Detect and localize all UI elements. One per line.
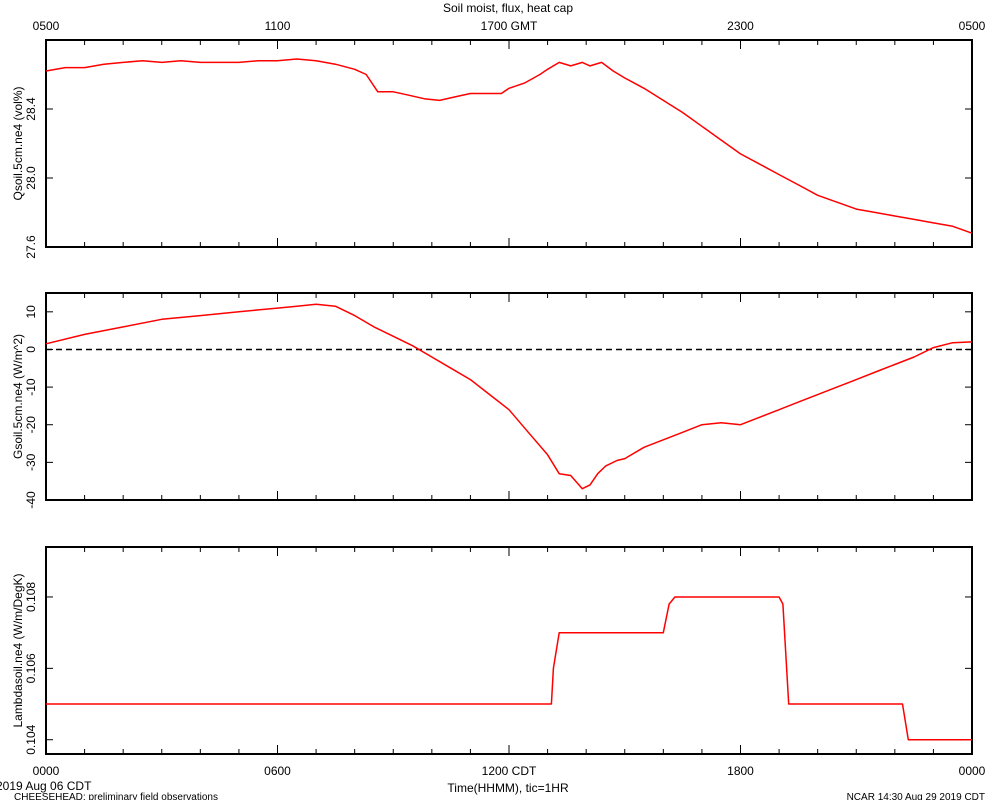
bottom-axis-tick-label: 0600 — [264, 764, 291, 778]
y-tick-label: 0.104 — [24, 724, 38, 754]
y-tick-label: -10 — [24, 378, 38, 396]
top-axis-tick-label: 0500 — [959, 19, 986, 33]
data-series-line — [46, 596, 972, 741]
y-tick-label: 28.4 — [24, 97, 38, 121]
top-axis-tick-label: 2300 — [727, 19, 754, 33]
panel-frame — [45, 292, 973, 501]
y-tick-label: -40 — [24, 491, 38, 509]
y-axis-label: Qsoil.5cm.ne4 (vol%) — [11, 86, 25, 200]
top-axis-tick-label: 0500 — [33, 19, 60, 33]
bottom-axis-tick-label: 0000 — [33, 764, 60, 778]
chart-title: Soil moist, flux, heat cap — [443, 1, 573, 15]
panel-frame — [45, 39, 973, 248]
bottom-axis-tick-label: 1200 CDT — [482, 764, 537, 778]
data-series-line — [45, 303, 973, 490]
y-tick-label: -20 — [24, 416, 38, 434]
footer-left: CHEESEHEAD: preliminary field observatio… — [14, 792, 218, 800]
top-axis-tick-label: 1700 GMT — [481, 19, 538, 33]
data-series-line — [45, 58, 973, 234]
bottom-axis-tick-label: 0000 — [959, 764, 986, 778]
y-axis-label: Gsoil.5cm.ne4 (W/m^2) — [11, 334, 25, 459]
panel-frame — [45, 546, 973, 755]
top-axis-tick-label: 1100 — [265, 19, 291, 33]
y-axis-label: Lambdasoil.ne4 (W/m/DegK) — [11, 573, 25, 727]
y-tick-label: 28.0 — [24, 166, 38, 190]
y-tick-label: 0.106 — [24, 653, 38, 683]
y-tick-label: 27.6 — [24, 235, 38, 259]
x-axis-label: Time(HHMM), tic=1HR — [447, 781, 569, 795]
y-tick-label: 10 — [24, 305, 38, 319]
date-label: 2019 Aug 06 CDT — [0, 779, 92, 793]
footer-right: NCAR 14:30 Aug 29 2019 CDT — [847, 792, 985, 800]
y-tick-label: 0.108 — [24, 582, 38, 612]
y-tick-label: 0 — [24, 346, 38, 353]
y-tick-label: -30 — [24, 453, 38, 471]
bottom-axis-tick-label: 1800 — [727, 764, 754, 778]
